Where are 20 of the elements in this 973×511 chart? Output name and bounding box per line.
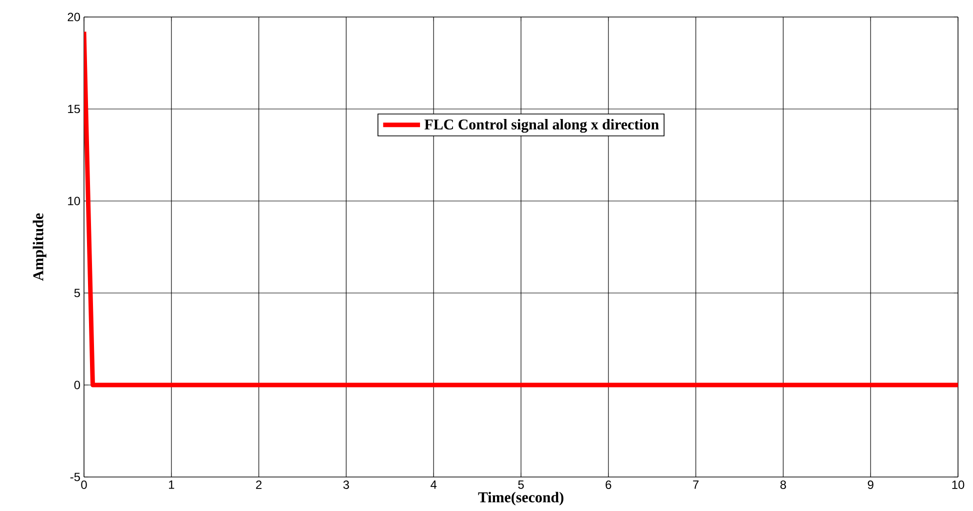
x-tick-label: 6 — [606, 480, 612, 489]
legend-label: FLC Control signal along x direction — [424, 119, 659, 133]
x-axis-title: Time(second) — [478, 492, 564, 506]
x-tick-label: 3 — [343, 480, 350, 489]
x-tick-label: 9 — [868, 480, 874, 489]
y-tick-label: -5 — [70, 472, 80, 482]
y-axis-title: Amplitude — [32, 213, 46, 281]
y-tick-label: 20 — [68, 12, 80, 22]
x-tick-label: 5 — [518, 480, 524, 489]
x-tick-label: 7 — [693, 480, 699, 489]
y-tick-label: 10 — [68, 196, 80, 206]
y-tick-label: 15 — [68, 104, 80, 114]
x-tick-label: 2 — [256, 480, 262, 489]
x-tick-label: 8 — [780, 480, 786, 489]
y-tick-label: 0 — [74, 380, 80, 390]
x-tick-label: 10 — [952, 480, 964, 489]
y-tick-label: 5 — [74, 288, 80, 298]
x-tick-label: 4 — [430, 480, 437, 489]
x-tick-label: 1 — [168, 480, 174, 489]
x-tick-label: 0 — [81, 480, 87, 489]
